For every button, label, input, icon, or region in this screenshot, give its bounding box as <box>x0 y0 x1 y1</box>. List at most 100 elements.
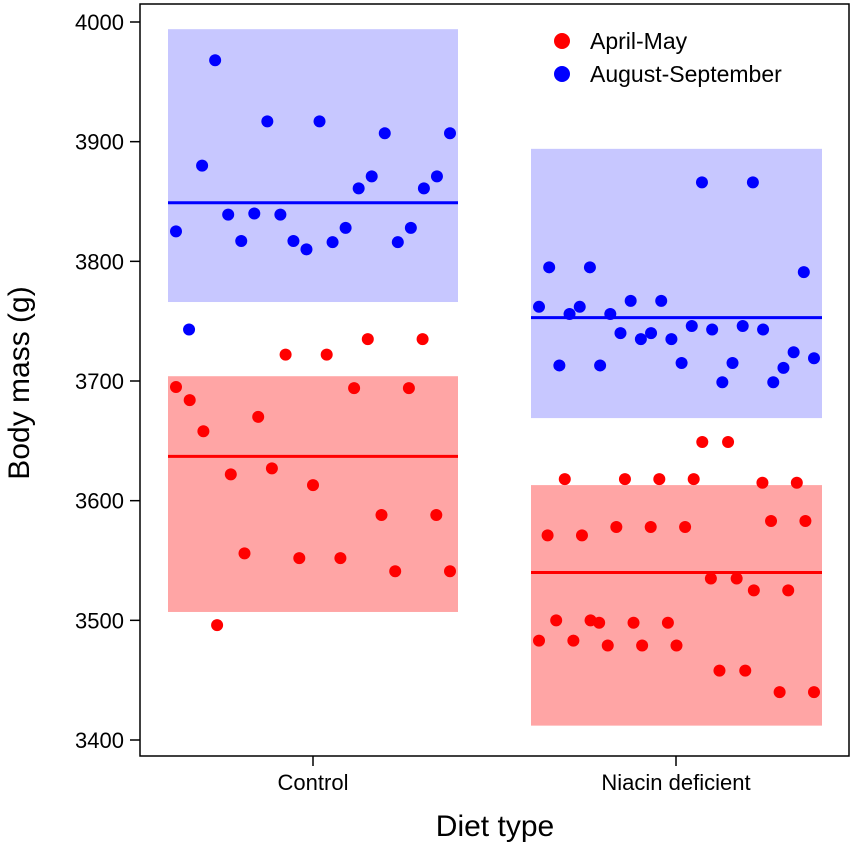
y-tick-label: 4000 <box>75 10 124 35</box>
data-point <box>713 664 726 677</box>
legend: April-May August-September <box>554 28 782 87</box>
data-point <box>601 639 614 652</box>
data-point <box>687 473 700 486</box>
data-point <box>416 333 429 346</box>
data-point <box>757 323 770 336</box>
data-point <box>575 529 588 542</box>
data-point <box>391 236 404 249</box>
data-point <box>211 619 224 632</box>
band-april-may-control <box>168 376 458 612</box>
data-point <box>730 572 743 585</box>
data-point <box>594 359 607 372</box>
data-point <box>706 323 719 336</box>
data-point <box>636 639 649 652</box>
data-point <box>444 127 456 140</box>
data-point <box>170 380 182 393</box>
data-point <box>787 346 800 359</box>
mean-line-layer <box>168 201 822 574</box>
data-point <box>197 425 210 438</box>
data-point <box>675 357 688 370</box>
data-point <box>533 634 545 647</box>
data-point <box>430 170 443 183</box>
data-point <box>238 547 251 560</box>
data-point <box>679 520 692 533</box>
data-point <box>389 565 402 578</box>
data-point <box>261 115 274 128</box>
data-point <box>248 207 261 220</box>
data-point <box>541 529 554 542</box>
data-point <box>378 127 391 140</box>
data-point <box>790 476 803 489</box>
data-point <box>430 509 443 522</box>
data-point <box>634 333 647 346</box>
y-tick-label: 3800 <box>75 249 124 274</box>
data-point <box>287 234 300 247</box>
data-point <box>645 327 658 340</box>
data-point <box>326 236 339 249</box>
data-point <box>265 462 278 475</box>
data-point <box>170 225 182 238</box>
data-point <box>661 616 674 629</box>
y-tick-label: 3600 <box>75 489 124 514</box>
data-point <box>644 520 657 533</box>
data-point <box>670 639 683 652</box>
data-point <box>653 473 666 486</box>
data-point <box>797 266 810 279</box>
data-point <box>196 159 209 172</box>
legend-marker-august-september <box>554 66 570 82</box>
data-point <box>808 686 820 699</box>
data-point <box>563 307 576 320</box>
data-point <box>274 208 287 221</box>
data-point <box>553 359 566 372</box>
data-point <box>320 348 333 361</box>
data-point <box>279 348 292 361</box>
data-point <box>404 221 417 234</box>
data-point <box>716 376 729 389</box>
data-point <box>183 323 196 336</box>
data-point <box>665 333 678 346</box>
data-point <box>444 565 456 578</box>
data-point <box>375 509 388 522</box>
data-point <box>627 616 640 629</box>
data-point <box>704 572 717 585</box>
x-axis-title: Diet type <box>436 810 554 843</box>
data-point <box>655 294 668 307</box>
data-point <box>209 54 222 67</box>
data-point <box>235 234 248 247</box>
data-point <box>746 176 759 189</box>
data-point <box>550 614 563 627</box>
data-point <box>417 182 430 195</box>
data-point <box>624 294 637 307</box>
data-point <box>593 616 606 629</box>
legend-label-august-september: August-September <box>590 61 782 87</box>
data-point <box>365 170 378 183</box>
y-tick-label: 3400 <box>75 728 124 753</box>
data-point <box>348 382 361 395</box>
data-point <box>543 261 556 274</box>
point-layer <box>170 54 820 699</box>
legend-marker-april-may <box>554 33 570 49</box>
data-point <box>558 473 571 486</box>
data-point <box>756 476 769 489</box>
data-point <box>573 300 586 313</box>
y-tick-label: 3700 <box>75 369 124 394</box>
data-point <box>696 436 709 449</box>
data-point <box>583 261 596 274</box>
data-point <box>747 584 760 597</box>
data-point <box>252 410 265 423</box>
data-point <box>610 520 623 533</box>
data-point <box>307 479 319 492</box>
data-point <box>183 394 196 407</box>
data-point <box>293 552 306 565</box>
band-august-september-control <box>168 29 458 303</box>
data-point <box>352 182 365 195</box>
data-point <box>767 376 780 389</box>
data-point <box>402 382 415 395</box>
data-point <box>300 243 313 256</box>
data-point <box>726 357 739 370</box>
plot-frame <box>139 3 850 757</box>
data-point <box>222 208 235 221</box>
y-tick-label: 3900 <box>75 130 124 155</box>
x-tick-label: Control <box>278 770 349 795</box>
